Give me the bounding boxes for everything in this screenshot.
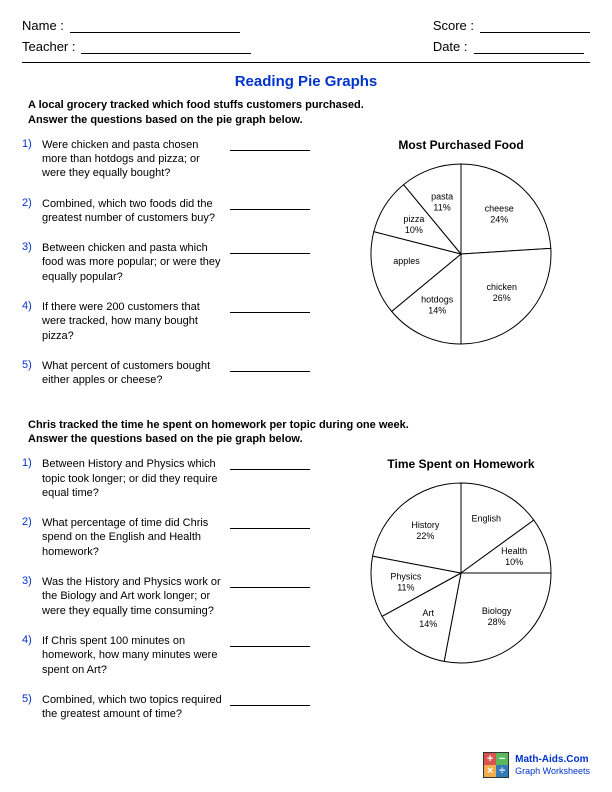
header-rule	[22, 62, 590, 63]
question-row: 3) Between chicken and pasta which food …	[22, 241, 322, 284]
footer-site: Math-Aids.Com	[515, 754, 590, 766]
question-text: What percent of customers bought either …	[42, 359, 222, 388]
teacher-input-line[interactable]	[81, 40, 251, 54]
slice-label: chicken	[486, 282, 517, 292]
answer-blank[interactable]	[230, 694, 310, 706]
question-number: 5)	[22, 693, 42, 705]
answer-blank[interactable]	[230, 301, 310, 313]
answer-blank[interactable]	[230, 139, 310, 151]
math-aids-logo-icon: +−×÷	[483, 752, 509, 778]
question-number: 1)	[22, 138, 42, 150]
slice-percent: 22%	[416, 531, 434, 541]
question-number: 2)	[22, 197, 42, 209]
question-text: Combined, which two foods did the greate…	[42, 197, 222, 226]
slice-percent: 10%	[505, 557, 523, 567]
slice-label: apples	[393, 256, 420, 266]
question-text: Between chicken and pasta which food was…	[42, 241, 222, 284]
slice-label: Physics	[390, 572, 422, 582]
pie-chart: cheese24% chicken26% hotdogs14% apples pizza…	[365, 158, 557, 350]
slice-label: English	[472, 514, 502, 524]
question-number: 4)	[22, 634, 42, 646]
logo-cell: −	[496, 753, 508, 765]
slice-percent: 14%	[428, 305, 446, 315]
slice-label: Art	[422, 608, 434, 618]
question-number: 2)	[22, 516, 42, 528]
chart-title: Most Purchased Food	[332, 138, 590, 152]
slice-label: pizza	[403, 214, 424, 224]
question-text: Between History and Physics which topic …	[42, 457, 222, 500]
answer-blank[interactable]	[230, 576, 310, 588]
answer-blank[interactable]	[230, 360, 310, 372]
slice-label: Health	[501, 546, 527, 556]
logo-cell: +	[484, 753, 496, 765]
question-row: 2) What percentage of time did Chris spe…	[22, 516, 322, 559]
teacher-label: Teacher :	[22, 39, 75, 54]
slice-label: cheese	[485, 203, 514, 213]
question-number: 3)	[22, 575, 42, 587]
score-input-line[interactable]	[480, 19, 590, 33]
section-intro: A local grocery tracked which food stuff…	[28, 98, 590, 128]
logo-cell: ×	[484, 765, 496, 777]
question-row: 1) Were chicken and pasta chosen more th…	[22, 138, 322, 181]
question-text: Combined, which two topics required the …	[42, 693, 222, 722]
section-intro: Chris tracked the time he spent on homew…	[28, 418, 590, 448]
footer-subtitle: Graph Worksheets	[515, 766, 590, 777]
question-row: 4) If Chris spent 100 minutes on homewor…	[22, 634, 322, 677]
question-text: If Chris spent 100 minutes on homework, …	[42, 634, 222, 677]
slice-label: Biology	[482, 606, 512, 616]
slice-percent: 14%	[419, 619, 437, 629]
page-title: Reading Pie Graphs	[22, 73, 590, 90]
slice-label: History	[411, 520, 440, 530]
slice-percent: 26%	[493, 293, 511, 303]
answer-blank[interactable]	[230, 242, 310, 254]
question-number: 3)	[22, 241, 42, 253]
answer-blank[interactable]	[230, 458, 310, 470]
question-text: If there were 200 customers that were tr…	[42, 300, 222, 343]
answer-blank[interactable]	[230, 635, 310, 647]
question-row: 1) Between History and Physics which top…	[22, 457, 322, 500]
slice-percent: 10%	[405, 225, 423, 235]
slice-percent: 11%	[433, 202, 450, 212]
worksheet-header: Name : Teacher : Score : Date :	[22, 18, 590, 54]
question-row: 2) Combined, which two foods did the gre…	[22, 197, 322, 226]
slice-percent: 24%	[490, 214, 508, 224]
question-number: 1)	[22, 457, 42, 469]
answer-blank[interactable]	[230, 517, 310, 529]
date-label: Date :	[433, 39, 468, 54]
question-text: What percentage of time did Chris spend …	[42, 516, 222, 559]
question-row: 3) Was the History and Physics work or t…	[22, 575, 322, 618]
answer-blank[interactable]	[230, 198, 310, 210]
question-number: 4)	[22, 300, 42, 312]
footer: +−×÷ Math-Aids.Com Graph Worksheets	[483, 752, 590, 778]
chart-title: Time Spent on Homework	[332, 457, 590, 471]
question-text: Were chicken and pasta chosen more than …	[42, 138, 222, 181]
pie-chart: English Health10% Biology28% Art14% Physics1…	[365, 477, 557, 669]
logo-cell: ÷	[496, 765, 508, 777]
worksheet-section: A local grocery tracked which food stuff…	[22, 98, 590, 404]
slice-label: hotdogs	[421, 294, 454, 304]
date-input-line[interactable]	[474, 40, 584, 54]
score-label: Score :	[433, 18, 474, 33]
question-row: 4) If there were 200 customers that were…	[22, 300, 322, 343]
name-input-line[interactable]	[70, 19, 240, 33]
name-label: Name :	[22, 18, 64, 33]
worksheet-section: Chris tracked the time he spent on homew…	[22, 418, 590, 738]
slice-percent: 28%	[488, 617, 506, 627]
slice-percent: 11%	[397, 583, 414, 593]
question-row: 5) What percent of customers bought eith…	[22, 359, 322, 388]
question-text: Was the History and Physics work or the …	[42, 575, 222, 618]
question-number: 5)	[22, 359, 42, 371]
question-row: 5) Combined, which two topics required t…	[22, 693, 322, 722]
slice-label: pasta	[431, 191, 453, 201]
